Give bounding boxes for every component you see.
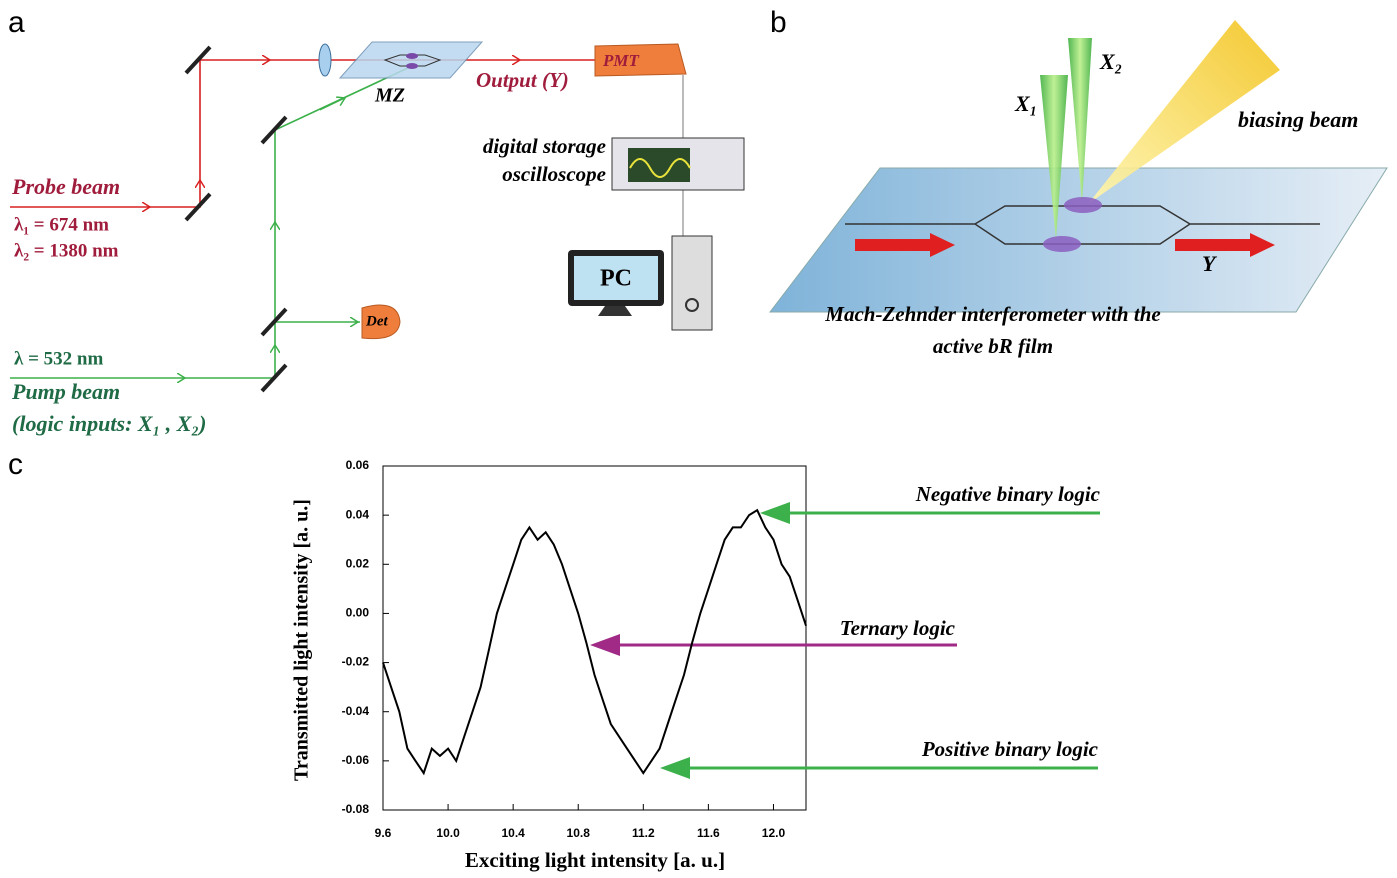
annotation: Negative binary logic xyxy=(915,482,1101,506)
x-tick-label: 10.4 xyxy=(501,826,525,840)
arrow xyxy=(320,98,345,110)
y-tick-label: -0.06 xyxy=(342,753,370,767)
mz-plate xyxy=(340,42,482,78)
panel-label: b xyxy=(770,6,787,39)
label: X₁ xyxy=(1014,91,1037,116)
label: MZ xyxy=(374,85,405,107)
x-tick-label: 12.0 xyxy=(762,826,786,840)
y-tick-label: 0.00 xyxy=(346,606,370,620)
data-line xyxy=(383,510,806,773)
plot-frame xyxy=(383,466,806,810)
x-axis-label: Exciting light intensity [a. u.] xyxy=(465,848,725,872)
mirrors xyxy=(186,47,286,391)
lens xyxy=(319,44,331,76)
pc-tower xyxy=(672,236,712,330)
label: λ₁ = 674 nm xyxy=(14,214,109,235)
spot xyxy=(1064,197,1102,213)
spot xyxy=(406,53,418,59)
caption: Mach-Zehnder interferometer with the xyxy=(824,302,1160,326)
annotation: Ternary logic xyxy=(840,616,956,640)
y-tick-label: -0.04 xyxy=(342,704,370,718)
monitor-stand xyxy=(598,306,632,316)
label: Probe beam xyxy=(11,174,120,199)
x-tick-label: 10.8 xyxy=(567,826,591,840)
spot xyxy=(1043,236,1081,252)
panel-label: c xyxy=(8,448,23,481)
y-tick-label: 0.06 xyxy=(346,458,370,472)
label: PC xyxy=(600,266,632,292)
label: PMT xyxy=(602,51,640,70)
arrow-head xyxy=(590,634,620,656)
annotation: Positive binary logic xyxy=(921,737,1099,761)
figure: a b c Probe beam λ₁ = 6 xyxy=(0,0,1397,878)
x-tick-label: 11.6 xyxy=(697,826,720,840)
arrow-head xyxy=(660,757,690,779)
label: λ = 532 nm xyxy=(14,348,103,369)
y-tick-label: 0.02 xyxy=(346,556,370,570)
y-tick-label: -0.02 xyxy=(342,655,370,669)
label: X₂ xyxy=(1099,49,1122,74)
label: (logic inputs: X₁ , X₂) xyxy=(12,411,206,436)
y-tick-label: 0.04 xyxy=(346,507,370,521)
x-tick-label: 10.0 xyxy=(436,826,460,840)
label: λ₂ = 1380 nm xyxy=(14,240,119,261)
x-tick-label: 9.6 xyxy=(375,826,392,840)
y-axis-label: Transmitted light intensity [a. u.] xyxy=(291,499,313,781)
mz-diagram xyxy=(770,20,1387,312)
panel-label: a xyxy=(8,6,25,39)
spot xyxy=(406,63,418,69)
caption: active bR film xyxy=(933,334,1053,358)
label: oscilloscope xyxy=(502,162,606,186)
y-tick-label: -0.08 xyxy=(342,802,370,816)
label: biasing beam xyxy=(1238,107,1358,132)
label: digital storage xyxy=(483,134,606,158)
label: Pump beam xyxy=(11,379,120,404)
label: Det xyxy=(365,313,388,329)
label: Output (Y) xyxy=(476,68,569,92)
x-tick-label: 11.2 xyxy=(632,826,655,840)
arrow-head xyxy=(760,502,790,524)
